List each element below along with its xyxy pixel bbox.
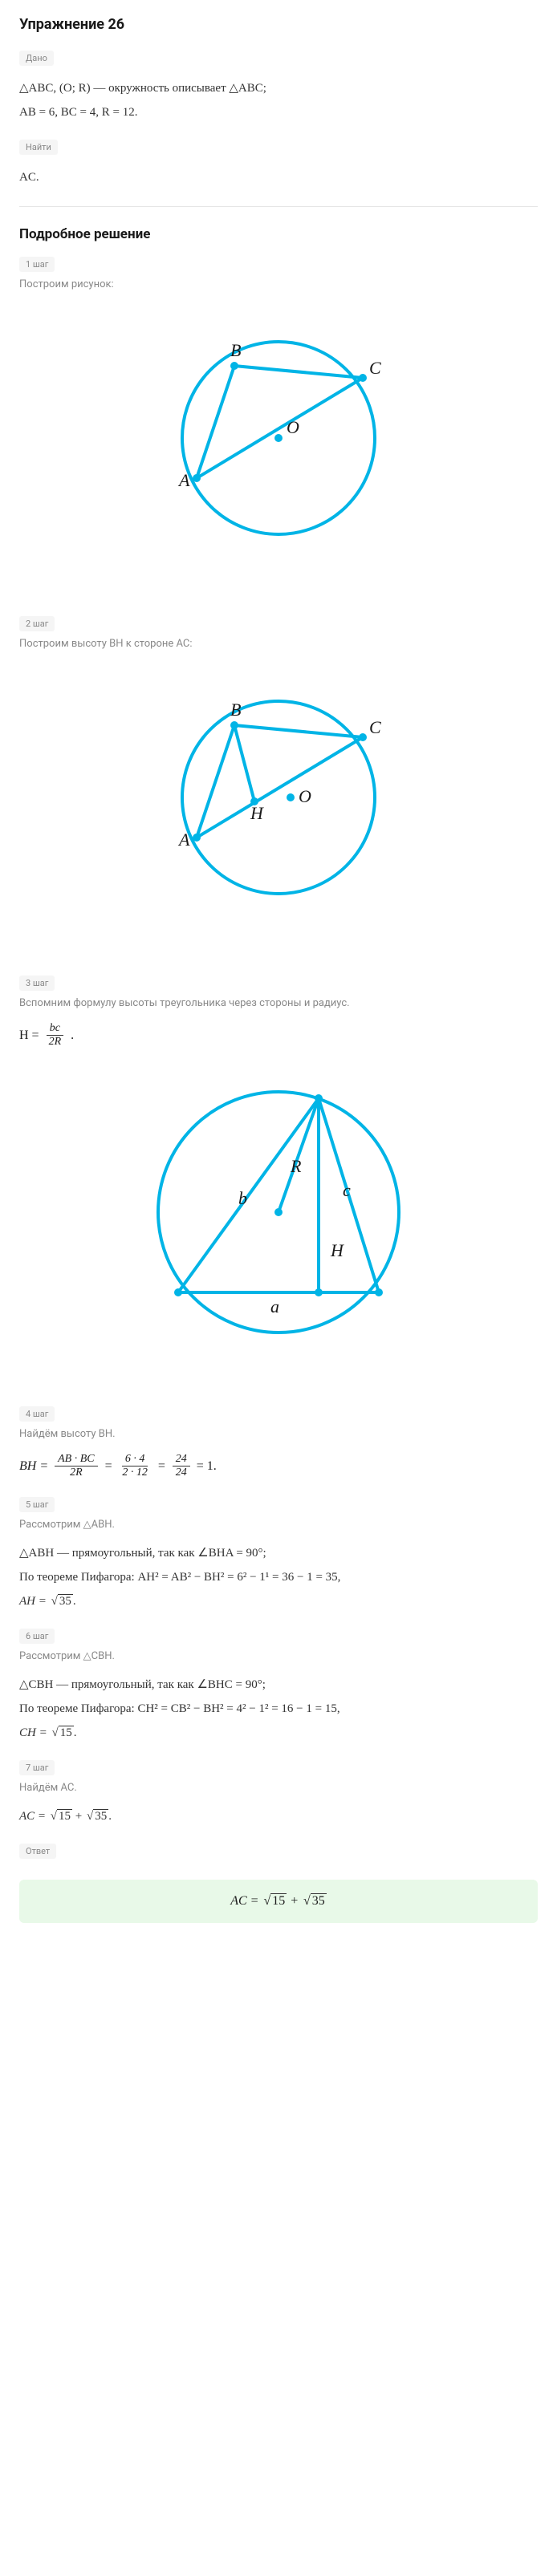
answer-mid: + bbox=[287, 1894, 302, 1908]
step-2: 2 шаг Построим высоту BH к стороне AC: A… bbox=[19, 615, 538, 926]
svg-text:H: H bbox=[250, 803, 264, 823]
step-text-2: Построим высоту BH к стороне AC: bbox=[19, 638, 538, 650]
step-badge-7: 7 шаг bbox=[19, 1760, 55, 1775]
step-text-3: Вспомним формулу высоты треугольника чер… bbox=[19, 997, 538, 1009]
step-badge-6: 6 шаг bbox=[19, 1629, 55, 1644]
step-text-7: Найдём AC. bbox=[19, 1782, 538, 1794]
given-line-2: AB = 6, BC = 4, R = 12. bbox=[19, 103, 538, 122]
svg-text:R: R bbox=[290, 1156, 302, 1176]
answer-label: Ответ bbox=[19, 1844, 56, 1859]
step-badge-1: 1 шаг bbox=[19, 257, 55, 272]
step7-sqrt1: 15 bbox=[57, 1809, 72, 1823]
formula-num: bc bbox=[47, 1022, 63, 1036]
step-text-6: Рассмотрим △CBH. bbox=[19, 1650, 538, 1662]
step-3: 3 шаг Вспомним формулу высоты треугольни… bbox=[19, 974, 538, 1357]
step-text-1: Построим рисунок: bbox=[19, 278, 538, 290]
step6-ch-prefix: CH = bbox=[19, 1726, 50, 1739]
answer-block: Ответ AC = 15 + 35 bbox=[19, 1842, 538, 1923]
divider bbox=[19, 206, 538, 207]
svg-text:A: A bbox=[177, 470, 190, 490]
step7-sqrt2: 35 bbox=[93, 1809, 108, 1823]
find-block: Найти AC. bbox=[19, 138, 538, 187]
step5-line2: По теореме Пифагора: AH² = AB² − BH² = 6… bbox=[19, 1568, 538, 1587]
step-6: 6 шаг Рассмотрим △CBH. △CBH — прямоуголь… bbox=[19, 1627, 538, 1742]
answer-formula: AC = 15 + 35 bbox=[35, 1894, 522, 1909]
step7-suffix: . bbox=[108, 1810, 112, 1823]
step6-line1: △CBH — прямоугольный, так как ∠BHC = 90°… bbox=[19, 1675, 538, 1694]
svg-text:B: B bbox=[230, 340, 241, 360]
answer-box: AC = 15 + 35 bbox=[19, 1880, 538, 1923]
step7-prefix: AC = bbox=[19, 1810, 49, 1823]
svg-text:A: A bbox=[177, 830, 190, 850]
step5-line3: AH = 35. bbox=[19, 1592, 538, 1611]
formula-height: H = bc 2R . bbox=[19, 1022, 538, 1049]
step6-ch-suffix: . bbox=[74, 1726, 77, 1739]
given-block: Дано △ABC, (O; R) — окружность описывает… bbox=[19, 49, 538, 122]
formula-end: . bbox=[71, 1028, 74, 1043]
step6-line3: CH = 15. bbox=[19, 1723, 538, 1742]
svg-text:a: a bbox=[270, 1296, 279, 1316]
step5-ah-sqrt: 35 bbox=[58, 1594, 73, 1608]
bh-formula: BH = AB · BC2R = 6 · 42 · 12 = 2424 = 1. bbox=[19, 1453, 538, 1479]
step5-line1: △ABH — прямоугольный, так как ∠BHA = 90°… bbox=[19, 1544, 538, 1563]
step6-line2: По теореме Пифагора: CH² = CB² − BH² = 4… bbox=[19, 1699, 538, 1718]
step-badge-4: 4 шаг bbox=[19, 1406, 55, 1422]
step7-mid: + bbox=[72, 1810, 85, 1823]
svg-text:O: O bbox=[287, 417, 299, 437]
svg-text:H: H bbox=[330, 1240, 344, 1260]
step7-line: AC = 15 + 35. bbox=[19, 1807, 538, 1826]
step5-ah-prefix: AH = bbox=[19, 1595, 50, 1608]
step-badge-2: 2 шаг bbox=[19, 616, 55, 631]
step-5: 5 шаг Рассмотрим △ABH. △ABH — прямоуголь… bbox=[19, 1495, 538, 1611]
find-label: Найти bbox=[19, 140, 58, 155]
svg-text:O: O bbox=[299, 786, 311, 806]
figure-3: b Rc Ha bbox=[19, 1068, 538, 1357]
answer-sqrt2: 35 bbox=[311, 1893, 327, 1908]
given-line-1: △ABC, (O; R) — окружность описывает △ABC… bbox=[19, 79, 538, 98]
step-4: 4 шаг Найдём высоту BH. BH = AB · BC2R =… bbox=[19, 1405, 538, 1479]
svg-text:C: C bbox=[369, 717, 381, 737]
figure-2: A B C H O bbox=[19, 669, 538, 926]
find-value: AC. bbox=[19, 168, 538, 187]
figure-1: A B C O bbox=[19, 310, 538, 566]
answer-prefix: AC = bbox=[230, 1894, 262, 1908]
step-1: 1 шаг Построим рисунок: A B C O bbox=[19, 255, 538, 566]
step-badge-5: 5 шаг bbox=[19, 1497, 55, 1512]
formula-den: 2R bbox=[46, 1036, 65, 1049]
formula-lhs: H = bbox=[19, 1028, 39, 1043]
svg-text:b: b bbox=[238, 1188, 247, 1208]
given-label: Дано bbox=[19, 51, 54, 66]
step-7: 7 шаг Найдём AC. AC = 15 + 35. bbox=[19, 1759, 538, 1826]
svg-text:B: B bbox=[230, 700, 241, 720]
exercise-title: Упражнение 26 bbox=[19, 16, 538, 33]
step5-ah-suffix: . bbox=[73, 1595, 76, 1608]
svg-text:c: c bbox=[343, 1180, 351, 1200]
svg-text:C: C bbox=[369, 358, 381, 378]
step-text-4: Найдём высоту BH. bbox=[19, 1428, 538, 1440]
step6-ch-sqrt: 15 bbox=[59, 1726, 74, 1739]
step-badge-3: 3 шаг bbox=[19, 976, 55, 991]
answer-sqrt1: 15 bbox=[270, 1893, 287, 1908]
step-text-5: Рассмотрим △ABH. bbox=[19, 1519, 538, 1531]
solution-title: Подробное решение bbox=[19, 226, 538, 242]
